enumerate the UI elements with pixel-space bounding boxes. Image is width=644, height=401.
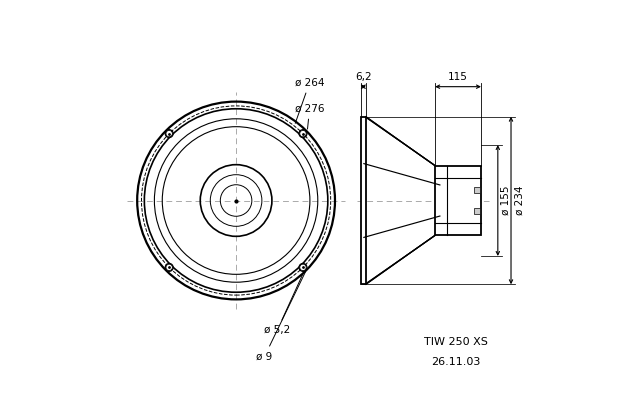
Text: ø 9: ø 9 xyxy=(256,272,305,361)
Text: ø 5,2: ø 5,2 xyxy=(264,270,305,335)
Circle shape xyxy=(166,130,173,137)
Text: ø 276: ø 276 xyxy=(295,103,325,129)
Circle shape xyxy=(299,264,306,271)
Bar xyxy=(435,166,481,235)
Circle shape xyxy=(166,264,173,271)
Text: TIW 250 XS: TIW 250 XS xyxy=(424,337,488,347)
Text: ø 155: ø 155 xyxy=(501,186,511,215)
Bar xyxy=(361,117,366,284)
Text: 26.11.03: 26.11.03 xyxy=(431,357,480,367)
Text: ø 264: ø 264 xyxy=(295,78,325,124)
Bar xyxy=(474,208,480,214)
Text: 6,2: 6,2 xyxy=(355,72,372,82)
Text: 115: 115 xyxy=(448,72,468,82)
Bar xyxy=(474,187,480,193)
Circle shape xyxy=(299,130,306,137)
Text: ø 234: ø 234 xyxy=(514,186,524,215)
